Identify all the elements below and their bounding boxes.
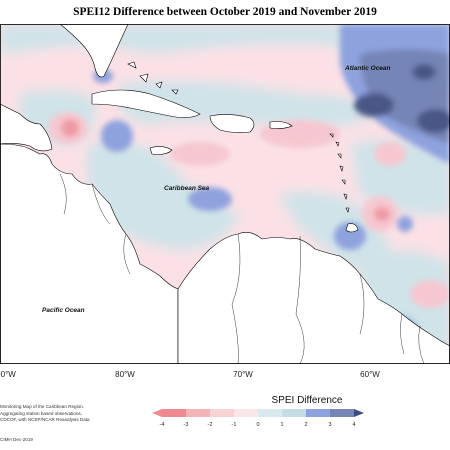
yucatan — [0, 103, 53, 152]
legend-tick-label: 4 — [352, 422, 355, 428]
legend-swatch — [162, 409, 186, 417]
legend-swatch — [258, 409, 282, 417]
jamaica — [149, 146, 173, 155]
legend-swatch — [306, 409, 330, 417]
legend-swatch — [234, 409, 258, 417]
credit-line: CDCOF, with NCEP/NCAR Reanalysis Data — [0, 417, 90, 422]
credit-line: Monitoring Map of the Caribbean Region. — [0, 404, 85, 409]
legend-arrow-low — [152, 409, 162, 417]
lon-label-80w: 80°W — [115, 370, 135, 379]
map-title: SPEI12 Difference between October 2019 a… — [73, 6, 377, 18]
legend-swatch — [330, 409, 354, 417]
lon-label-60w: 60°W — [360, 370, 380, 379]
central-america — [0, 143, 179, 364]
credit-line: Aggregating station based observations, — [0, 410, 82, 416]
legend-title: SPEI Difference — [271, 395, 343, 406]
legend-swatch — [282, 409, 306, 417]
legend-arrow-high — [354, 409, 364, 417]
spei-difference-map: Atlantic Ocean Caribbean Sea Pacific Oce… — [0, 24, 450, 364]
legend-colorbar: -4 -3 -2 -1 0 1 2 3 4 — [152, 409, 364, 428]
atlantic-ocean-label: Atlantic Ocean — [344, 65, 391, 72]
caribbean-sea-label: Caribbean Sea — [164, 185, 210, 192]
legend-tick-label: 0 — [256, 422, 259, 428]
hispaniola — [209, 114, 255, 133]
map-credits: Monitoring Map of the Caribbean Region. … — [0, 404, 120, 424]
legend-tick-label: -3 — [184, 422, 189, 428]
south-america — [177, 232, 450, 364]
lon-label-90w: 90°W — [0, 370, 16, 379]
land-masses — [0, 24, 450, 364]
legend-tick-label: -4 — [160, 422, 165, 428]
florida — [59, 24, 129, 78]
country-borders — [59, 173, 425, 364]
legend-tick-label: 2 — [304, 422, 307, 428]
lon-label-70w: 70°W — [233, 370, 253, 379]
puerto-rico — [269, 121, 293, 129]
credit-date: CIMH Dec-2019 — [0, 437, 33, 442]
legend-tick-label: -1 — [232, 422, 237, 428]
pacific-ocean-label: Pacific Ocean — [42, 307, 85, 314]
legend-tick-label: -2 — [208, 422, 213, 428]
positive-anomalies — [93, 24, 450, 364]
legend-swatch — [210, 409, 234, 417]
legend-swatch — [186, 409, 210, 417]
legend-tick-label: 3 — [328, 422, 331, 428]
cuba — [91, 89, 201, 118]
legend-tick-label: 1 — [280, 422, 283, 428]
